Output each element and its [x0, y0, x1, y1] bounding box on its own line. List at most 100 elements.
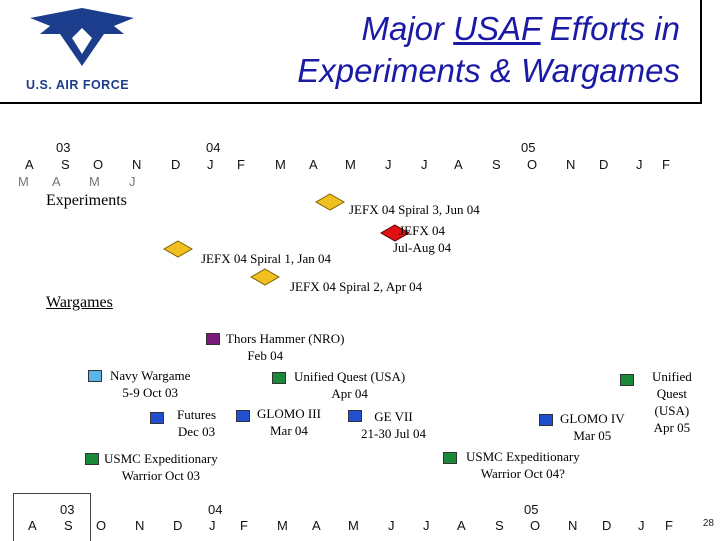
ghost-month: A — [52, 174, 61, 189]
thors-line1: Thors Hammer (NRO) — [226, 331, 345, 346]
month-top: N — [132, 157, 142, 172]
month-top: O — [93, 157, 104, 172]
glomo4-line1: GLOMO IV — [560, 411, 625, 426]
ge7-label: GE VII 21-30 Jul 04 — [361, 408, 426, 442]
marker-usmc03-icon — [85, 453, 99, 465]
ge7-line2: 21-30 Jul 04 — [361, 426, 426, 441]
glomo4-label: GLOMO IV Mar 05 — [560, 410, 625, 444]
bottom-timeline-box — [13, 493, 91, 541]
title-pre: Major — [361, 10, 454, 47]
uq05-line4: Apr 05 — [653, 420, 691, 435]
glomo4-line2: Mar 05 — [573, 428, 612, 443]
usmc03-label: USMC Expeditionary Warrior Oct 03 — [104, 450, 218, 484]
jefx04-label: JEFX 04 Jul-Aug 04 — [393, 222, 451, 256]
month-top: S — [492, 157, 501, 172]
year-04-bottom: 04 — [208, 502, 223, 517]
uq-usa-line2: Apr 04 — [331, 386, 368, 401]
ghost-month: M — [89, 174, 100, 189]
experiments-heading: Experiments — [46, 192, 127, 209]
month-bottom: S — [64, 518, 73, 533]
marker-navy-icon — [88, 370, 102, 382]
usmc04-line1: USMC Expeditionary — [466, 449, 580, 464]
uq-usa-line1: Unified Quest (USA) — [294, 369, 406, 384]
month-top: S — [61, 157, 70, 172]
month-top: D — [599, 157, 609, 172]
futures-label: Futures Dec 03 — [177, 406, 216, 440]
glomo3-line1: GLOMO III — [257, 406, 321, 421]
month-top: N — [566, 157, 576, 172]
usmc04-label: USMC Expeditionary Warrior Oct 04? — [466, 448, 580, 482]
ghost-month: J — [129, 174, 136, 189]
navy-label: Navy Wargame 5-9 Oct 03 — [110, 367, 190, 401]
month-bottom: A — [312, 518, 321, 533]
marker-glomo3-icon — [236, 410, 250, 422]
futures-line1: Futures — [177, 407, 216, 422]
logo-text: U.S. AIR FORCE — [26, 78, 130, 92]
marker-uq05-icon — [620, 374, 634, 386]
glomo3-label: GLOMO III Mar 04 — [257, 405, 321, 439]
year-05-bottom: 05 — [524, 502, 539, 517]
uq05-label: Unified Quest (USA) Apr 05 — [652, 368, 692, 436]
marker-futures-icon — [150, 412, 164, 424]
month-top: A — [25, 157, 34, 172]
diamond-spiral2-icon — [250, 268, 280, 286]
month-bottom: J — [209, 518, 216, 533]
year-05-top: 05 — [521, 140, 536, 155]
month-bottom: J — [423, 518, 430, 533]
title-post: Efforts in — [540, 10, 680, 47]
title-usaf: USAF — [453, 10, 541, 47]
month-bottom: F — [665, 518, 673, 533]
year-04-top: 04 — [206, 140, 221, 155]
spiral3-label: JEFX 04 Spiral 3, Jun 04 — [349, 202, 480, 217]
month-bottom: N — [568, 518, 578, 533]
diamond-spiral3-icon — [315, 193, 345, 211]
month-top: D — [171, 157, 181, 172]
marker-uq-usa-icon — [272, 372, 286, 384]
month-bottom: A — [457, 518, 466, 533]
usmc04-line2: Warrior Oct 04? — [480, 466, 565, 481]
month-top: J — [207, 157, 214, 172]
month-bottom: F — [240, 518, 248, 533]
month-bottom: A — [28, 518, 37, 533]
month-top: J — [421, 157, 428, 172]
month-top: A — [309, 157, 318, 172]
month-bottom: D — [602, 518, 612, 533]
glomo3-line2: Mar 04 — [269, 423, 308, 438]
usmc03-line2: Warrior Oct 03 — [121, 468, 201, 483]
marker-glomo4-icon — [539, 414, 553, 426]
spiral1-label: JEFX 04 Spiral 1, Jan 04 — [201, 251, 331, 266]
diamond-jefx04-icon — [380, 224, 410, 242]
thors-line2: Feb 04 — [247, 348, 284, 363]
month-bottom: J — [388, 518, 395, 533]
month-top: J — [636, 157, 643, 172]
month-bottom: M — [277, 518, 288, 533]
navy-line2: 5-9 Oct 03 — [122, 385, 179, 400]
wargames-heading: Wargames — [46, 294, 113, 311]
page-number: 28 — [702, 518, 714, 529]
spiral2-label: JEFX 04 Spiral 2, Apr 04 — [290, 279, 423, 294]
futures-line2: Dec 03 — [177, 424, 216, 439]
month-bottom: O — [530, 518, 541, 533]
diamond-spiral1-icon — [163, 240, 193, 258]
uq05-line1: Unified — [652, 369, 692, 384]
usaf-logo: U.S. AIR FORCE — [20, 4, 145, 96]
month-bottom: S — [495, 518, 504, 533]
month-top: M — [345, 157, 356, 172]
usaf-wings-icon — [30, 8, 134, 66]
thors-label: Thors Hammer (NRO) Feb 04 — [226, 330, 344, 364]
uq05-line3: (USA) — [654, 403, 690, 418]
marker-thors-icon — [206, 333, 220, 345]
month-bottom: M — [348, 518, 359, 533]
header-rule — [0, 102, 700, 104]
month-top: A — [454, 157, 463, 172]
uq-usa-label: Unified Quest (USA) Apr 04 — [294, 368, 405, 402]
uq05-line2: Quest — [656, 386, 688, 401]
month-bottom: D — [173, 518, 183, 533]
marker-ge7-icon — [348, 410, 362, 422]
marker-usmc04-icon — [443, 452, 457, 464]
ghost-month: M — [18, 174, 29, 189]
navy-line1: Navy Wargame — [110, 368, 191, 383]
month-top: J — [385, 157, 392, 172]
month-top: F — [237, 157, 245, 172]
year-03-top: 03 — [56, 140, 71, 155]
